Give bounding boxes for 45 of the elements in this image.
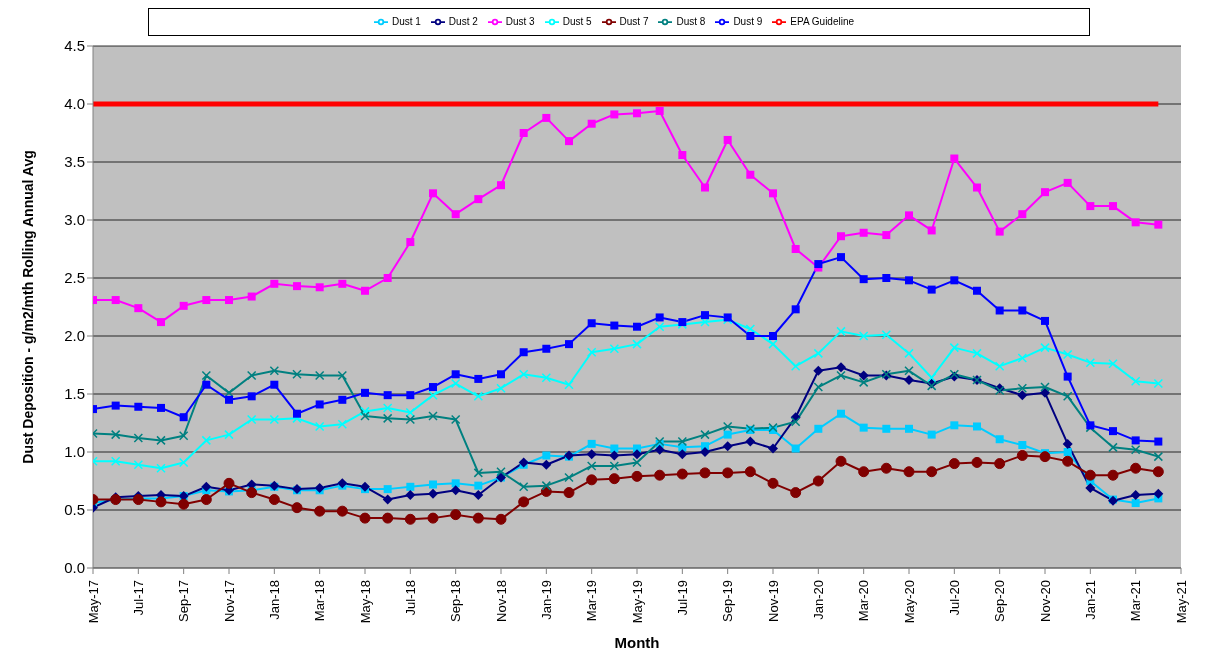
- x-tick-label: Mar-21: [1128, 580, 1144, 622]
- y-tick-label: 4.5: [64, 37, 85, 55]
- x-tick-label: Sep-20: [992, 580, 1008, 622]
- y-tick-label: 1.5: [64, 385, 85, 403]
- y-tick-label: 1.0: [64, 443, 85, 461]
- x-tick-label: Sep-19: [720, 580, 736, 622]
- x-tick-label: Jan-20: [810, 580, 826, 620]
- x-tick-label: May-21: [1173, 580, 1189, 624]
- x-tick-label: Sep-17: [176, 580, 192, 622]
- x-tick-label: Jul-19: [674, 580, 690, 616]
- x-tick-label: May-18: [357, 580, 373, 624]
- y-tick-label: 2.5: [64, 269, 85, 287]
- legend-label: Dust 5: [562, 15, 592, 27]
- x-tick-label: Jan-19: [538, 580, 554, 620]
- x-tick-label: Jul-20: [946, 580, 962, 616]
- x-tick-label: Mar-20: [856, 580, 872, 622]
- x-tick-label: Nov-17: [221, 580, 237, 622]
- x-tick-label: Jan-21: [1082, 580, 1098, 620]
- legend-label: Dust 8: [676, 15, 706, 27]
- legend-label: Dust 2: [448, 15, 478, 27]
- x-tick-label: Jul-18: [402, 580, 418, 616]
- x-tick-label: May-20: [901, 580, 917, 624]
- y-tick-label: 0.5: [64, 501, 85, 519]
- x-tick-label: Nov-20: [1037, 580, 1053, 622]
- y-tick-label: 4.0: [64, 95, 85, 113]
- legend-label: Dust 9: [733, 15, 763, 27]
- x-tick-label: Mar-19: [584, 580, 600, 622]
- x-tick-label: May-17: [85, 580, 101, 624]
- x-tick-label: Nov-18: [493, 580, 509, 622]
- y-axis-title: Dust Deposition - g/m2/mth Rolling Annual Avg: [19, 150, 36, 464]
- legend-label: Dust 3: [505, 15, 535, 27]
- x-tick-label: Nov-19: [765, 580, 781, 622]
- legend-label: EPA Guideline: [790, 15, 855, 27]
- y-tick-label: 3.0: [64, 211, 85, 229]
- y-tick-label: 3.5: [64, 153, 85, 171]
- legend-label: Dust 1: [391, 15, 421, 27]
- x-tick-label: Mar-18: [312, 580, 328, 622]
- x-tick-label: Jan-18: [266, 580, 282, 620]
- legend-label: Dust 7: [619, 15, 649, 27]
- y-tick-label: 2.0: [64, 327, 85, 345]
- y-tick-label: 0.0: [64, 559, 85, 577]
- x-axis-title: Month: [614, 634, 660, 651]
- x-tick-label: Jul-17: [130, 580, 146, 616]
- x-tick-label: Sep-18: [448, 580, 464, 622]
- x-tick-label: May-19: [629, 580, 645, 624]
